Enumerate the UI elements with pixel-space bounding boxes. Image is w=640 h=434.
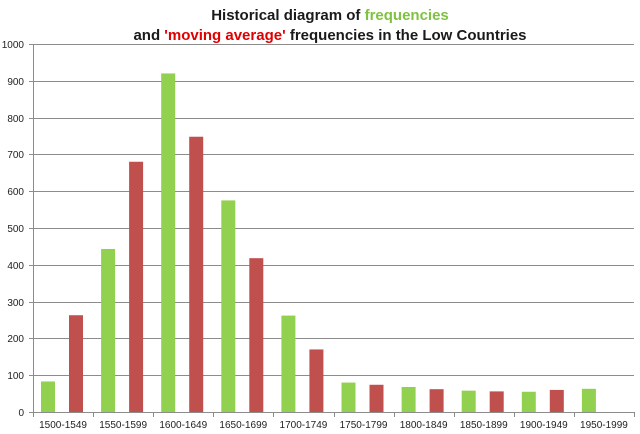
bar-series-2-1800-1849: [429, 389, 444, 412]
title-2-part-a: and: [133, 27, 164, 44]
chart-title-line-2: and 'moving average' frequencies in the …: [133, 27, 526, 44]
x-tick-label: 1650-1699: [219, 420, 267, 431]
bar-series-2-1550-1599: [129, 161, 144, 412]
title-2-part-b: 'moving average': [164, 27, 285, 44]
y-tick-label: 800: [7, 114, 24, 125]
x-tick-label: 1900-1949: [520, 420, 568, 431]
title-2-part-c: frequencies in the Low Countries: [286, 27, 527, 44]
bar-series-2-1700-1749: [309, 349, 324, 412]
bar-series-1-1900-1949: [521, 391, 536, 412]
title-1-part-a: Historical diagram of: [211, 7, 364, 24]
bar-series-2-1750-1799: [369, 384, 384, 412]
y-tick-label: 700: [7, 150, 24, 161]
bar-series-1-1700-1749: [281, 315, 296, 412]
bar-series-2-1600-1649: [189, 136, 204, 412]
y-tick-label: 900: [7, 77, 24, 88]
x-tick-label: 1550-1599: [99, 420, 147, 431]
bar-series-1-1500-1549: [41, 381, 55, 412]
grid-lines: [33, 44, 634, 376]
x-tick-label: 1800-1849: [400, 420, 448, 431]
x-tick-label: 1700-1749: [280, 420, 328, 431]
bar-series-1-1850-1899: [461, 390, 476, 412]
bar-series-1-1550-1599: [101, 248, 116, 412]
bar-series-2-1500-1549: [69, 315, 83, 412]
y-tick-label: 400: [7, 261, 24, 272]
y-tick-label: 300: [7, 298, 24, 309]
y-tick-label: 600: [7, 187, 24, 198]
y-tick-label: 1000: [2, 40, 25, 51]
y-tick-label: 500: [7, 224, 24, 235]
x-tick-label: 1500-1549: [39, 420, 87, 431]
title-1-part-b: frequencies: [365, 7, 449, 24]
bar-series-2-1900-1949: [549, 389, 564, 412]
bar-series-1-1750-1799: [341, 382, 356, 412]
y-tick-label: 100: [7, 371, 24, 382]
x-tick-label: 1950-1999: [580, 420, 628, 431]
x-axis-ticks: 1500-1549 1550-1599 1600-1649 1650-1699 1700…: [33, 412, 635, 431]
bar-series-2-1650-1699: [249, 258, 264, 412]
y-tick-label: 200: [7, 334, 24, 345]
x-tick-label: 1850-1899: [460, 420, 508, 431]
bars: [41, 73, 596, 412]
y-axis-ticks: 0 100 200 300 400 500 600 700 800 900 1000: [2, 40, 33, 419]
bar-series-1-1600-1649: [161, 73, 176, 412]
bar-series-1-1650-1699: [221, 200, 236, 412]
chart-title-line-1: Historical diagram of frequencies: [211, 7, 449, 24]
axes: [33, 44, 634, 413]
x-tick-label: 1750-1799: [340, 420, 388, 431]
y-tick-label: 0: [18, 408, 24, 419]
bar-series-1-1800-1849: [401, 386, 416, 412]
bar-series-1-1950-1999: [581, 388, 596, 412]
x-tick-label: 1600-1649: [159, 420, 207, 431]
bar-series-2-1850-1899: [489, 391, 504, 412]
